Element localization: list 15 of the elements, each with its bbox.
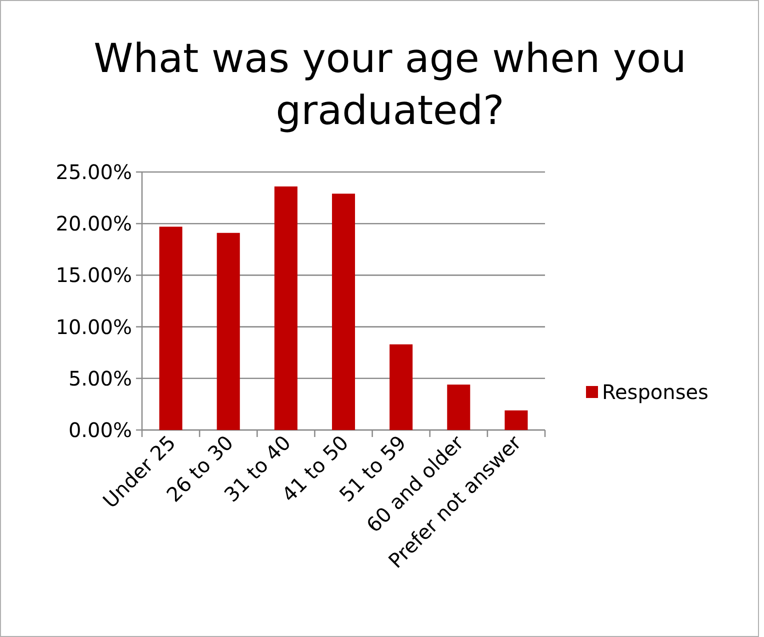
y-tick-label: 15.00% — [56, 263, 132, 288]
y-tick-label: 10.00% — [56, 314, 132, 339]
bar — [216, 232, 240, 430]
bar — [159, 226, 182, 430]
chart-title: What was your age when you graduated? — [94, 36, 686, 134]
bar — [504, 410, 528, 430]
y-tick-label: 5.00% — [68, 366, 132, 390]
y-tick-label: 0.00% — [68, 418, 132, 442]
y-tick-label: 25.00% — [56, 160, 132, 184]
bar — [390, 344, 413, 430]
bar — [447, 384, 470, 430]
bar — [332, 194, 356, 430]
legend-label: Responses — [602, 380, 708, 404]
y-tick-label: 20.00% — [56, 212, 132, 236]
bar — [274, 186, 298, 430]
